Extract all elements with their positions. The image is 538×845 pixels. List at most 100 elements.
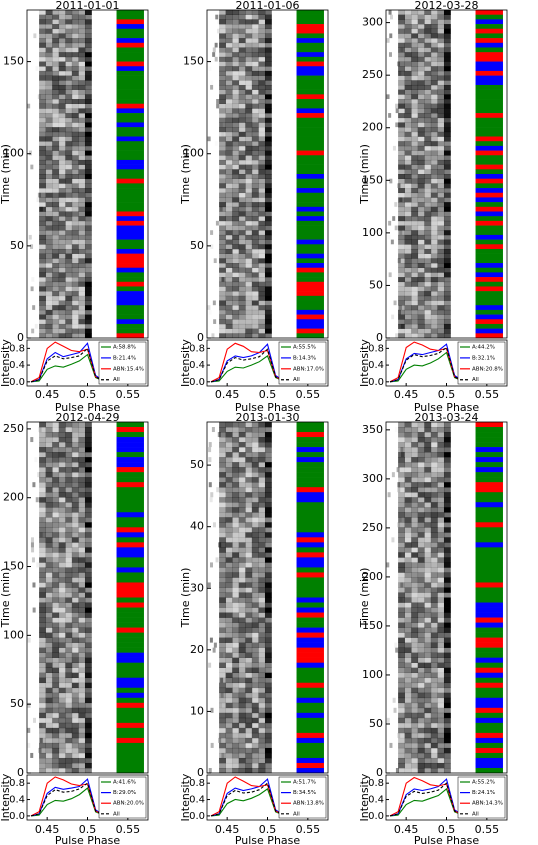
- waterfall-cell: [45, 427, 53, 433]
- waterfall-cell: [258, 211, 266, 217]
- waterfall-cell: [258, 757, 266, 764]
- waterfall-cell: [232, 328, 240, 334]
- waterfall-cell: [417, 38, 425, 44]
- waterfall-cell: [430, 702, 438, 709]
- waterfall-cell: [251, 727, 259, 734]
- waterfall-cell: [430, 732, 438, 739]
- waterfall-cell: [398, 10, 405, 15]
- waterfall-cell: [45, 10, 53, 15]
- waterfall-cell: [71, 537, 79, 543]
- waterfall-cell: [78, 267, 86, 273]
- waterfall-cell: [264, 80, 272, 86]
- waterfall-cell: [417, 145, 425, 151]
- waterfall-cell: [417, 159, 425, 165]
- waterfall-cell: [45, 150, 53, 156]
- waterfall-cell: [411, 567, 419, 573]
- waterfall-cell: [398, 309, 405, 315]
- waterfall-cell: [238, 52, 246, 58]
- waterfall-cell: [238, 532, 246, 538]
- mode-stripe: [475, 542, 503, 548]
- waterfall-cell: [258, 206, 266, 212]
- mode-stripe: [296, 291, 324, 297]
- waterfall-cell: [78, 253, 86, 259]
- waterfall-cell: [65, 457, 73, 463]
- waterfall-cell: [45, 56, 53, 62]
- waterfall-cell: [71, 14, 79, 20]
- waterfall-cell: [397, 258, 401, 264]
- waterfall-cell: [71, 522, 79, 528]
- waterfall-cell: [52, 657, 60, 663]
- waterfall-cell: [219, 517, 226, 523]
- waterfall-cell: [386, 562, 390, 568]
- waterfall-cell: [58, 94, 66, 100]
- waterfall-cell: [71, 174, 79, 179]
- waterfall-cell: [245, 220, 253, 226]
- waterfall-cell: [238, 61, 246, 67]
- waterfall-cell: [424, 328, 432, 334]
- waterfall-cell: [30, 164, 34, 170]
- waterfall-cell: [424, 687, 432, 694]
- mode-stripe: [116, 80, 144, 86]
- waterfall-cell: [219, 10, 226, 15]
- waterfall-cell: [251, 286, 259, 292]
- waterfall-cell: [258, 286, 266, 292]
- waterfall-cell: [52, 662, 60, 668]
- waterfall-cell: [245, 169, 253, 175]
- waterfall-cell: [30, 437, 34, 443]
- waterfall-cell: [417, 174, 425, 179]
- waterfall-cell: [258, 642, 266, 648]
- mode-stripe: [296, 225, 324, 231]
- waterfall-cell: [437, 697, 445, 704]
- waterfall-cell: [238, 253, 246, 259]
- waterfall-cell: [225, 432, 233, 438]
- waterfall-cell: [34, 457, 37, 462]
- waterfall-cell: [71, 99, 79, 105]
- waterfall-cell: [437, 592, 445, 598]
- waterfall-cell: [443, 677, 451, 684]
- mode-stripe: [116, 314, 144, 320]
- waterfall-cell: [443, 52, 451, 58]
- waterfall-cell: [411, 99, 419, 105]
- waterfall-cell: [39, 667, 46, 674]
- waterfall-cell: [238, 667, 246, 674]
- mode-stripe: [475, 333, 503, 339]
- waterfall-cell: [52, 145, 60, 151]
- waterfall-cell: [65, 637, 73, 643]
- waterfall-cell: [219, 442, 226, 448]
- waterfall-cell: [264, 164, 272, 170]
- waterfall-cell: [71, 747, 79, 754]
- waterfall-cell: [225, 557, 233, 563]
- mode-stripe: [116, 56, 144, 62]
- waterfall-cell: [52, 150, 60, 156]
- waterfall-cell: [398, 632, 405, 638]
- waterfall-cell: [39, 150, 46, 156]
- waterfall-cell: [245, 672, 253, 679]
- waterfall-cell: [58, 512, 66, 518]
- waterfall-cell: [39, 28, 46, 34]
- waterfall-cell: [219, 547, 226, 553]
- waterfall-cell: [232, 305, 240, 311]
- waterfall-cell: [65, 263, 73, 269]
- waterfall-cell: [258, 56, 266, 62]
- mode-stripe: [475, 56, 503, 62]
- mode-stripe: [296, 427, 324, 433]
- mode-stripe: [116, 637, 144, 643]
- waterfall-cell: [78, 178, 86, 184]
- waterfall-cell: [404, 277, 412, 283]
- waterfall-cell: [251, 14, 259, 20]
- waterfall-cell: [225, 572, 233, 578]
- mode-stripe: [296, 277, 324, 283]
- waterfall-cell: [71, 286, 79, 292]
- waterfall-cell: [225, 122, 233, 128]
- waterfall-cell: [39, 737, 43, 743]
- waterfall-cell: [443, 164, 451, 170]
- waterfall-cell: [251, 667, 259, 674]
- y-tick-label: 0.4: [189, 360, 205, 371]
- waterfall-cell: [264, 687, 272, 694]
- y-tick-label: 0: [17, 766, 24, 779]
- waterfall-cell: [417, 178, 425, 184]
- waterfall-cell: [391, 472, 395, 478]
- waterfall-cell: [65, 502, 73, 508]
- waterfall-cell: [58, 667, 66, 674]
- waterfall-cell: [258, 517, 266, 523]
